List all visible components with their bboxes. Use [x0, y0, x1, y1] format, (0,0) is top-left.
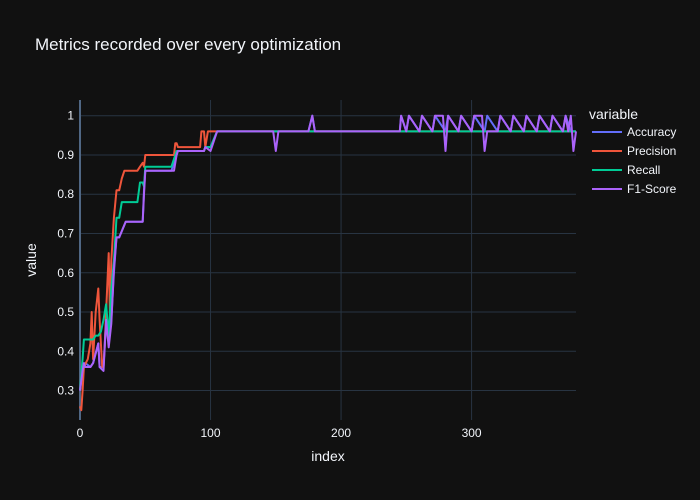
x-tick-label: 100	[201, 426, 221, 440]
y-tick-label: 1	[67, 109, 74, 123]
legend-items: Accuracy Precision Recall F1-Score	[592, 125, 677, 196]
legend-item[interactable]: F1-Score	[592, 182, 677, 196]
y-tick-label: 0.4	[57, 344, 74, 358]
legend: variable Accuracy Precision Recall F1-Score	[589, 106, 677, 196]
x-tick-label: 200	[331, 426, 351, 440]
series-line-f1-score	[79, 114, 577, 391]
y-tick-label: 0.9	[57, 148, 74, 162]
chart-title: Metrics recorded over every optimization	[35, 35, 341, 54]
legend-label: Precision	[627, 144, 676, 158]
legend-label: Accuracy	[627, 125, 676, 139]
x-axis-title: index	[311, 448, 344, 464]
legend-title: variable	[589, 106, 638, 122]
legend-label: F1-Score	[627, 182, 677, 196]
legend-item[interactable]: Accuracy	[592, 125, 676, 139]
series-line-precision	[79, 130, 576, 412]
x-tick-label: 300	[462, 426, 482, 440]
legend-item[interactable]: Recall	[592, 163, 660, 177]
y-axis-title: value	[23, 243, 39, 277]
plot-area	[80, 100, 576, 420]
series-layer	[79, 114, 577, 412]
series-line-recall	[79, 130, 576, 391]
y-tick-label: 0.7	[57, 226, 74, 240]
tick-labels: 0.3 0.4 0.5 0.6 0.7 0.8 0.9 1 0 100 200 300	[57, 109, 482, 440]
grid-layer	[79, 100, 576, 420]
y-tick-label: 0.6	[57, 266, 74, 280]
x-tick-label: 0	[77, 426, 84, 440]
y-tick-label: 0.5	[57, 305, 74, 319]
legend-label: Recall	[627, 163, 660, 177]
legend-item[interactable]: Precision	[592, 144, 676, 158]
y-tick-label: 0.8	[57, 187, 74, 201]
y-tick-label: 0.3	[57, 384, 74, 398]
